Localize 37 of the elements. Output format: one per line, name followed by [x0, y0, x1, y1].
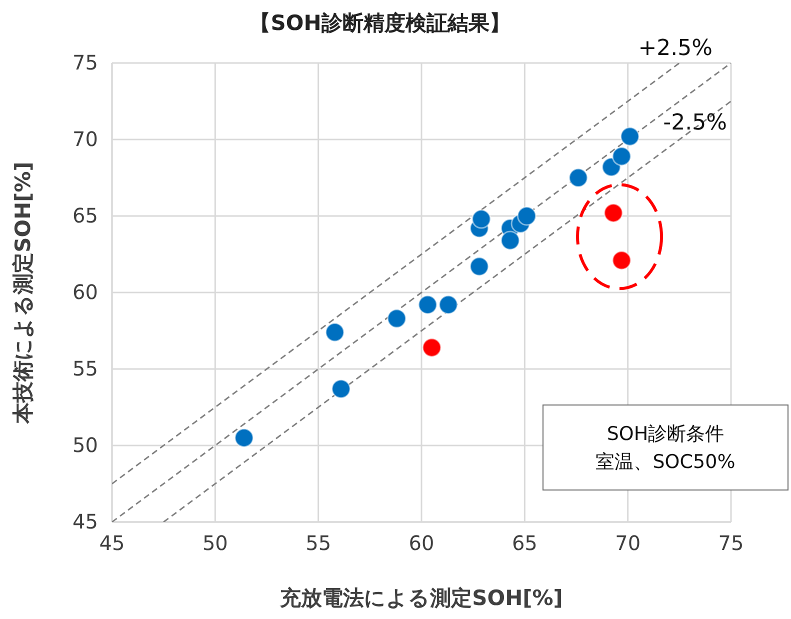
point — [325, 322, 345, 342]
point — [620, 126, 640, 146]
point — [438, 294, 458, 314]
y-tick-label: 55 — [72, 356, 98, 380]
point — [472, 209, 492, 229]
x-tick-label: 60 — [408, 531, 434, 556]
point — [418, 294, 438, 314]
point — [422, 338, 442, 358]
chart-title: 【SOH診断精度検証結果】 — [250, 11, 510, 35]
annotation: 室温、SOC50% — [596, 451, 736, 473]
point — [331, 379, 351, 399]
point — [500, 230, 520, 250]
point — [604, 203, 624, 223]
y-tick-label: 60 — [72, 280, 98, 304]
point — [470, 256, 490, 276]
x-axis-title: 充放電法による測定SOH[%] — [279, 586, 563, 610]
annotation: SOH診断条件 — [606, 423, 724, 445]
y-tick-label: 70 — [72, 126, 98, 151]
point — [516, 206, 536, 226]
point — [568, 168, 588, 188]
y-tick-label: 50 — [72, 432, 98, 457]
y-axis-title: 本技術による測定SOH[%] — [11, 162, 35, 424]
x-tick-label: 50 — [202, 531, 228, 556]
y-tick-label: 45 — [72, 509, 98, 534]
x-tick-label: 55 — [306, 531, 332, 556]
x-tick-label: 70 — [615, 531, 641, 556]
x-tick-label: 65 — [512, 531, 538, 556]
annotation: -2.5% — [663, 110, 727, 136]
point — [234, 428, 254, 448]
annotation: +2.5% — [638, 36, 713, 61]
point — [612, 146, 632, 166]
y-tick-label: 75 — [72, 50, 98, 74]
x-tick-label: 45 — [99, 531, 125, 556]
y-tick-label: 65 — [72, 203, 98, 228]
x-tick-label: 75 — [718, 531, 744, 556]
point — [612, 250, 632, 270]
point — [386, 308, 406, 328]
